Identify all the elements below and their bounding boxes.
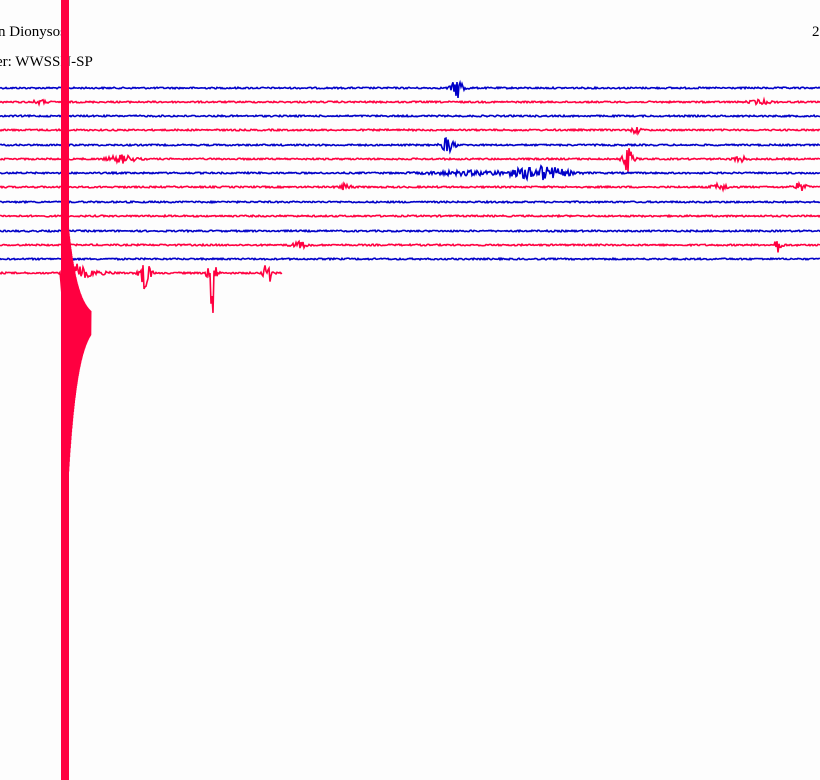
- trace: [0, 113, 820, 119]
- trace: [0, 213, 820, 219]
- trace: [0, 96, 820, 107]
- trace: [0, 199, 820, 205]
- trace: [0, 164, 820, 182]
- trace: [0, 180, 820, 193]
- event-bar: [61, 0, 69, 780]
- station-label: n Dionysos: [0, 24, 66, 40]
- trace: [0, 253, 283, 313]
- trace: [0, 137, 820, 155]
- trace: [0, 239, 820, 253]
- corner-label: 2: [812, 24, 820, 40]
- trace: [0, 79, 820, 98]
- trace: [0, 148, 820, 172]
- trace: [0, 256, 820, 262]
- filter-label: er: WWSSN-SP: [0, 54, 93, 70]
- trace: [0, 228, 820, 234]
- traces: [0, 79, 820, 616]
- trace: [0, 126, 820, 136]
